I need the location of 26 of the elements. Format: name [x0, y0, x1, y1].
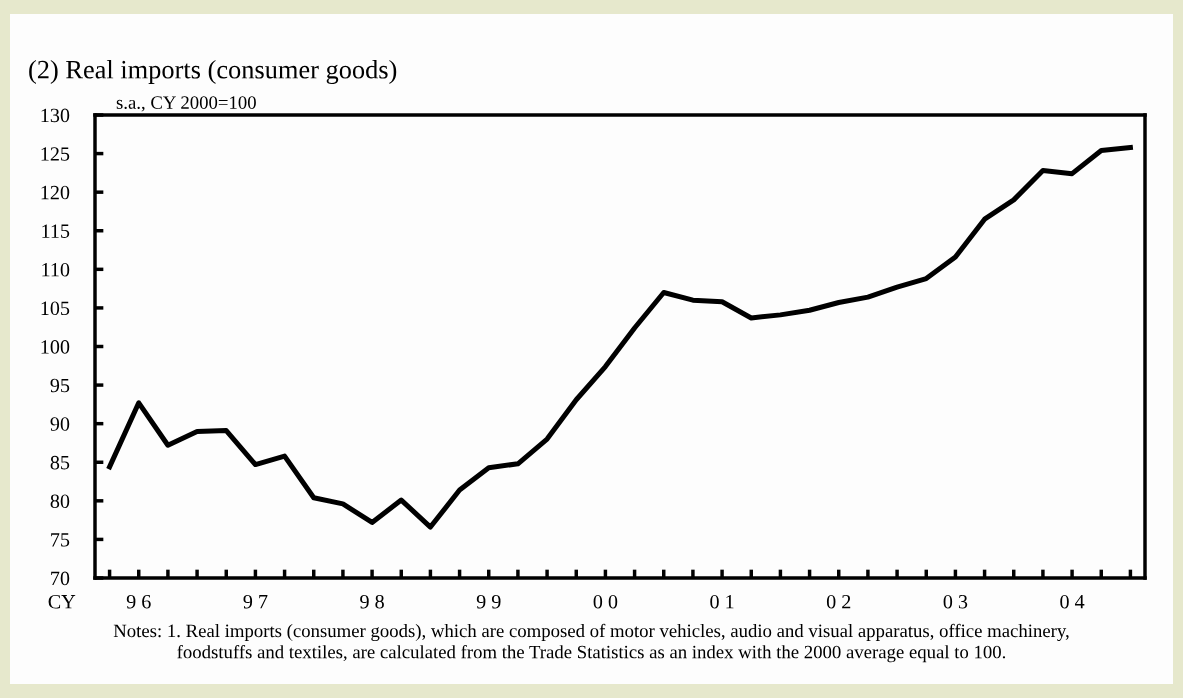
text: Notes: 1. Real imports (consumer goods), which are composed of motor vehicles, audio and visual apparatus, office machinery, foodstuffs and textiles, are calculated from the Trade Statistics as an index with the 2000 average equal to 100.: [113, 623, 1069, 663]
y-tick-label: 130: [41, 108, 70, 123]
y-tick-label: 100: [41, 340, 70, 354]
y-tick-label: 95: [50, 378, 70, 393]
x-tick-label: 0 2: [826, 594, 851, 609]
y-tick-label: 85: [50, 455, 70, 470]
y-tick-label: 125: [41, 147, 70, 161]
x-tick-label: 0 1: [710, 594, 734, 609]
y-tick-label: 70: [51, 571, 70, 586]
y-tick-label: 80: [50, 494, 70, 509]
text: CY: [48, 594, 76, 609]
x-tick-label: 9 7: [243, 594, 268, 609]
y-tick-label: 110: [42, 262, 70, 277]
x-tick-label: 0 3: [943, 594, 968, 609]
y-tick-label: 75: [51, 533, 70, 547]
x-tick-label: 0 4: [1060, 594, 1085, 609]
y-tick-label: 105: [41, 301, 70, 316]
x-tick-label: 9 8: [360, 594, 384, 609]
y-tick-label: 90: [50, 417, 70, 431]
y-tick-label: 120: [41, 185, 70, 200]
y-tick-label: 115: [42, 224, 70, 238]
x-tick-label: 0 0: [593, 594, 618, 609]
x-tick-label: 9 6: [126, 594, 151, 609]
x-tick-label: 9 9: [476, 594, 501, 609]
y-axis-title: s.a., CY 2000=100: [116, 96, 256, 112]
chart-title: (2) Real imports (consumer goods): [29, 60, 397, 84]
